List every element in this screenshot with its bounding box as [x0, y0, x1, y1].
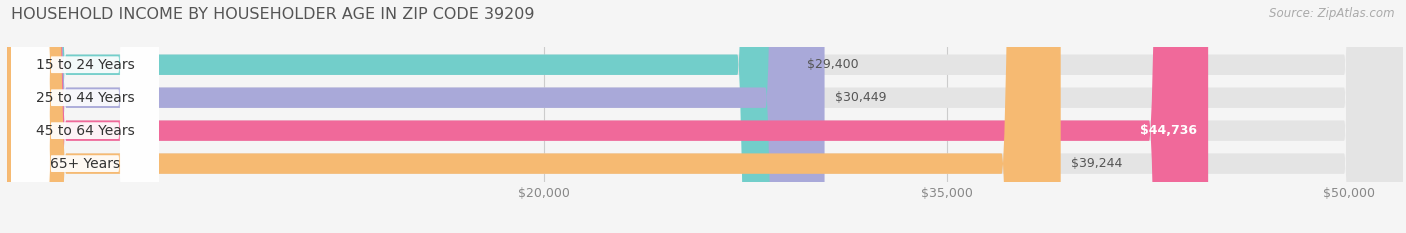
Text: $39,244: $39,244 — [1071, 157, 1123, 170]
Text: 65+ Years: 65+ Years — [49, 157, 120, 171]
FancyBboxPatch shape — [7, 0, 1403, 233]
FancyBboxPatch shape — [11, 0, 159, 233]
FancyBboxPatch shape — [7, 0, 1403, 233]
FancyBboxPatch shape — [7, 0, 1060, 233]
Text: HOUSEHOLD INCOME BY HOUSEHOLDER AGE IN ZIP CODE 39209: HOUSEHOLD INCOME BY HOUSEHOLDER AGE IN Z… — [11, 7, 534, 22]
Text: 45 to 64 Years: 45 to 64 Years — [35, 124, 134, 138]
FancyBboxPatch shape — [11, 0, 159, 233]
Text: Source: ZipAtlas.com: Source: ZipAtlas.com — [1270, 7, 1395, 20]
FancyBboxPatch shape — [7, 0, 1403, 233]
Text: $29,400: $29,400 — [807, 58, 859, 71]
Text: 25 to 44 Years: 25 to 44 Years — [35, 91, 134, 105]
FancyBboxPatch shape — [7, 0, 1403, 233]
FancyBboxPatch shape — [11, 0, 159, 233]
Text: $44,736: $44,736 — [1140, 124, 1198, 137]
Text: 15 to 24 Years: 15 to 24 Years — [35, 58, 134, 72]
FancyBboxPatch shape — [7, 0, 796, 233]
FancyBboxPatch shape — [7, 0, 824, 233]
FancyBboxPatch shape — [11, 0, 159, 233]
Text: $30,449: $30,449 — [835, 91, 887, 104]
FancyBboxPatch shape — [7, 0, 1208, 233]
